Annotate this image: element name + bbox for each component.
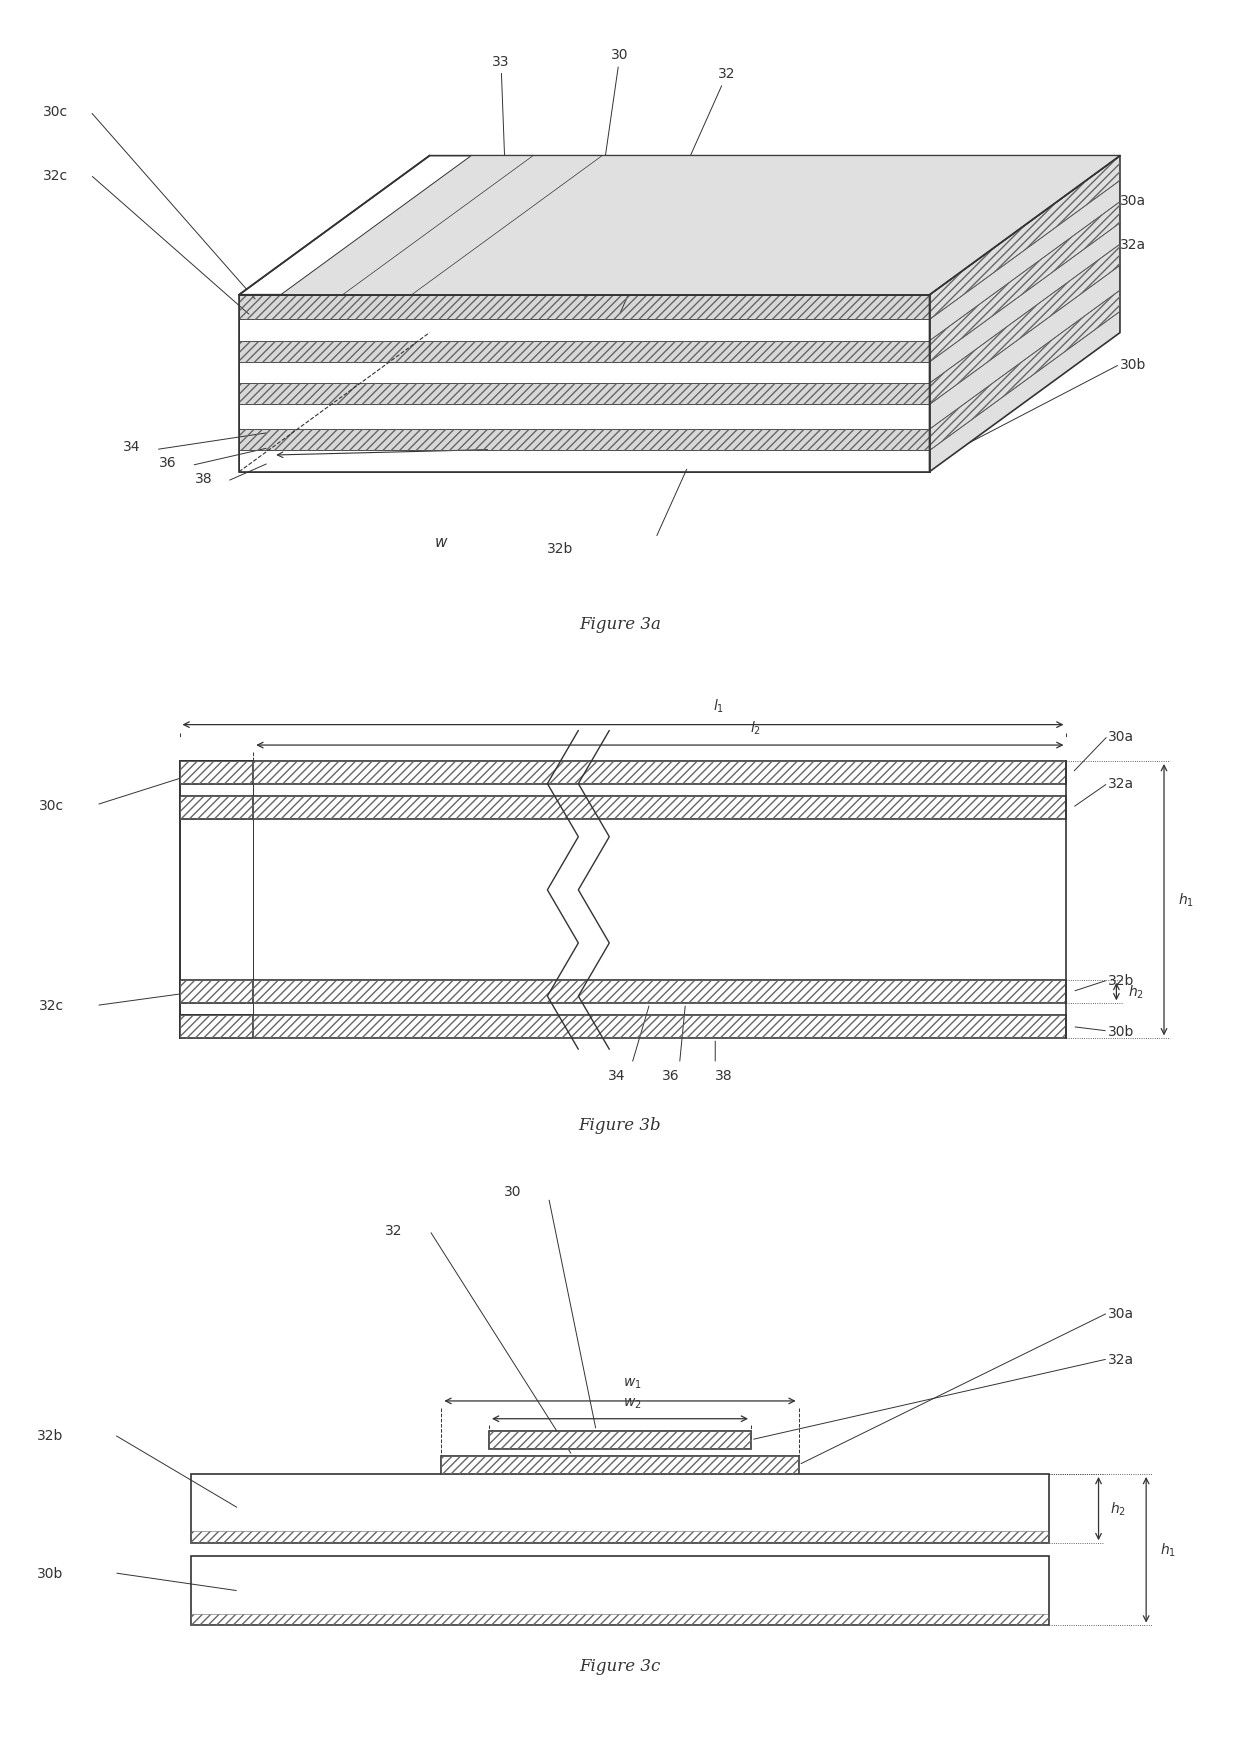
Text: $w_1$: $w_1$ xyxy=(622,1376,641,1390)
Polygon shape xyxy=(239,321,930,342)
Bar xyxy=(441,1457,799,1474)
Polygon shape xyxy=(239,405,930,430)
Text: 32: 32 xyxy=(620,67,735,314)
Bar xyxy=(489,1430,751,1450)
Text: 30a: 30a xyxy=(1109,1306,1135,1320)
Bar xyxy=(253,981,1066,1004)
Bar xyxy=(253,797,1066,820)
Text: 32c: 32c xyxy=(40,999,64,1013)
Bar xyxy=(180,797,253,820)
Text: $h_2$: $h_2$ xyxy=(1128,983,1145,1000)
Text: 30a: 30a xyxy=(1109,728,1135,742)
Text: $l$: $l$ xyxy=(1114,300,1120,316)
Text: $l_1$: $l_1$ xyxy=(713,698,724,714)
Text: Figure 3c: Figure 3c xyxy=(579,1657,661,1674)
Polygon shape xyxy=(239,451,930,472)
Polygon shape xyxy=(239,363,930,384)
Text: 32a: 32a xyxy=(1109,1351,1135,1365)
Polygon shape xyxy=(239,342,930,363)
Text: 30b: 30b xyxy=(1120,358,1146,372)
Text: 32b: 32b xyxy=(547,541,574,555)
Bar xyxy=(191,1532,1049,1543)
Bar xyxy=(180,1016,1066,1039)
Text: 32a: 32a xyxy=(1120,239,1146,253)
Text: 30c: 30c xyxy=(42,105,68,119)
Text: Figure 3a: Figure 3a xyxy=(579,616,661,632)
Text: 30: 30 xyxy=(505,1185,522,1199)
Text: 38: 38 xyxy=(714,1069,733,1083)
Bar xyxy=(253,981,1066,1004)
Bar xyxy=(180,762,1066,784)
Text: 30b: 30b xyxy=(37,1565,63,1580)
Text: 30c: 30c xyxy=(40,799,64,813)
Text: 38: 38 xyxy=(195,472,212,486)
Polygon shape xyxy=(239,384,930,405)
Text: 30: 30 xyxy=(585,49,629,300)
Text: 36: 36 xyxy=(159,456,176,470)
Text: $h_1$: $h_1$ xyxy=(1161,1541,1177,1558)
Text: 36: 36 xyxy=(662,1069,680,1083)
Text: $h_2$: $h_2$ xyxy=(1111,1501,1126,1518)
Bar xyxy=(180,1016,253,1039)
Text: 32b: 32b xyxy=(37,1429,63,1441)
Polygon shape xyxy=(239,295,930,321)
Text: $l_2$: $l_2$ xyxy=(749,720,760,737)
Text: 32a: 32a xyxy=(1109,776,1135,790)
Text: 32b: 32b xyxy=(1109,974,1135,988)
Bar xyxy=(180,1016,1066,1039)
Text: 32c: 32c xyxy=(42,168,68,183)
Bar xyxy=(180,1016,253,1039)
Text: 34: 34 xyxy=(123,441,140,455)
Text: $w_2$: $w_2$ xyxy=(622,1395,641,1409)
Bar xyxy=(180,981,253,1004)
Text: $w$: $w$ xyxy=(434,535,449,549)
Polygon shape xyxy=(280,156,1120,295)
Text: 30a: 30a xyxy=(1120,193,1146,207)
Bar xyxy=(441,1457,799,1474)
Polygon shape xyxy=(239,156,1120,295)
Bar xyxy=(191,1615,1049,1625)
Bar xyxy=(180,762,1066,784)
Polygon shape xyxy=(239,430,930,451)
Bar xyxy=(180,797,253,820)
Text: 34: 34 xyxy=(608,1069,625,1083)
Bar xyxy=(180,762,253,784)
Text: Figure 3b: Figure 3b xyxy=(579,1116,661,1134)
Bar xyxy=(191,1557,1049,1625)
Bar xyxy=(185,765,253,1035)
Text: 32: 32 xyxy=(386,1223,403,1237)
Bar xyxy=(180,762,253,784)
Text: 30b: 30b xyxy=(1109,1025,1135,1039)
Text: 33: 33 xyxy=(492,54,510,216)
Bar xyxy=(489,1430,751,1450)
Bar xyxy=(253,797,1066,820)
Text: $h_1$: $h_1$ xyxy=(1178,892,1194,909)
Bar xyxy=(191,1474,1049,1543)
Bar xyxy=(180,981,253,1004)
Polygon shape xyxy=(930,156,1120,472)
